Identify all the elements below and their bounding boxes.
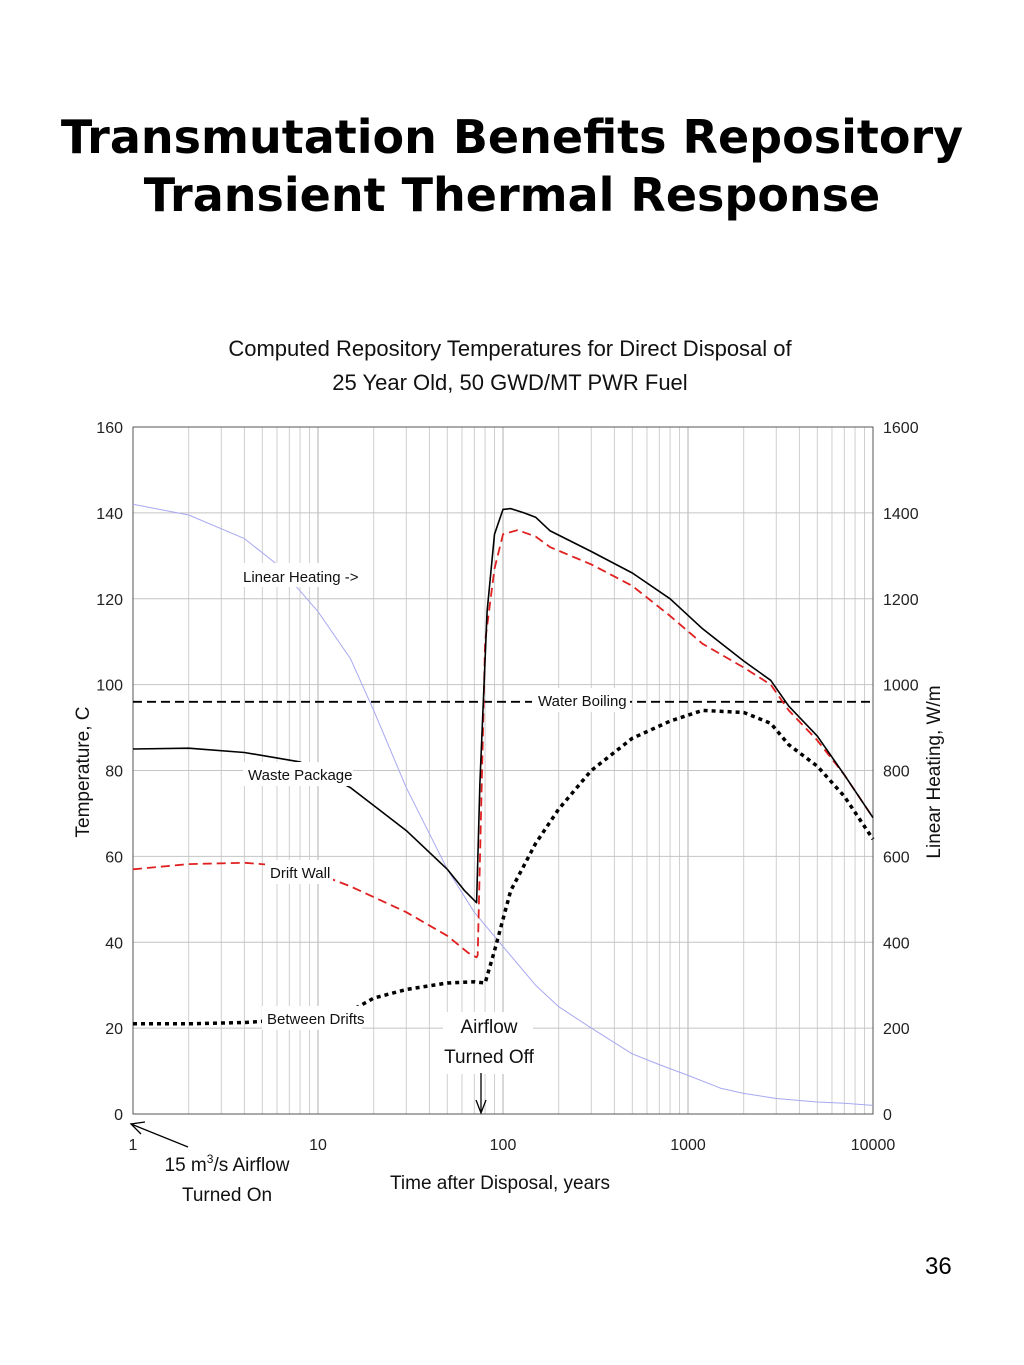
label-waste-package: Waste Package <box>243 762 353 786</box>
slide-title-line-2: Transient Thermal Response <box>143 168 881 222</box>
label-drift-wall: Drift Wall <box>265 860 333 884</box>
y2-tick-label: 1600 <box>883 420 919 437</box>
y2-axis-label: Linear Heating, W/m <box>924 685 945 858</box>
label-linear-heating: Linear Heating -> <box>237 563 359 587</box>
y-tick-label: 0 <box>114 1107 123 1124</box>
y-tick-label: 60 <box>105 849 123 866</box>
y2-tick-label: 400 <box>883 935 910 952</box>
slide-page-number: 36 <box>925 1253 952 1280</box>
series-linear-heating-line <box>132 503 874 1106</box>
y2-tick-label: 1200 <box>883 592 919 609</box>
label-between-drifts: Between Drifts <box>262 1006 365 1030</box>
chart-title-line-2: 25 Year Old, 50 GWD/MT PWR Fuel <box>332 370 687 395</box>
y-tick-label: 20 <box>105 1021 123 1038</box>
label-water-boiling-text: Water Boiling <box>538 693 627 710</box>
series-waste-package-line <box>132 507 874 904</box>
y-tick-label: 100 <box>96 678 123 695</box>
label-linear-heating-text: Linear Heating -> <box>243 569 359 586</box>
chart-ticks: 0204060801001201401600200400600800100012… <box>96 420 918 1154</box>
annotation-airflow-on-line-2: Turned On <box>182 1185 272 1206</box>
label-waste-package-text: Waste Package <box>248 767 353 784</box>
y-axis-label: Temperature, C <box>73 707 94 838</box>
y2-tick-label: 200 <box>883 1021 910 1038</box>
annotation-airflow-off-line-2: Turned Off <box>444 1047 534 1068</box>
x-tick-label: 10000 <box>851 1137 896 1154</box>
y-tick-label: 140 <box>96 506 123 523</box>
label-water-boiling: Water Boiling <box>532 688 630 712</box>
y2-tick-label: 600 <box>883 849 910 866</box>
annotation-airflow-off: Airflow Turned Off <box>443 1012 535 1115</box>
y2-tick-label: 800 <box>883 764 910 781</box>
chart-title-line-1: Computed Repository Temperatures for Dir… <box>228 336 792 361</box>
slide-title: Transmutation Benefits Repository Transi… <box>0 108 1024 224</box>
plot-area-frame <box>132 426 874 1115</box>
series-drift-wall-line <box>132 529 874 959</box>
y2-tick-label: 0 <box>883 1107 892 1124</box>
y-tick-label: 40 <box>105 935 123 952</box>
annotation-airflow-on-arrow <box>130 1123 189 1148</box>
y2-tick-label: 1000 <box>883 678 919 695</box>
annotation-airflow-on-superscript: 3 <box>207 1152 214 1166</box>
x-tick-label: 1000 <box>670 1137 706 1154</box>
x-tick-label: 100 <box>490 1137 517 1154</box>
annotation-airflow-off-line-1: Airflow <box>460 1017 517 1038</box>
y-tick-label: 120 <box>96 592 123 609</box>
y-tick-label: 160 <box>96 420 123 437</box>
slide-title-line-1: Transmutation Benefits Repository <box>60 110 964 164</box>
annotation-airflow-on-text-a: 15 m <box>165 1155 207 1176</box>
label-drift-wall-text: Drift Wall <box>270 865 330 882</box>
annotation-airflow-on-text-b: /s Airflow <box>213 1155 289 1176</box>
label-between-drifts-text: Between Drifts <box>267 1011 365 1028</box>
annotation-airflow-off-arrowhead <box>475 1099 487 1115</box>
x-axis-label: Time after Disposal, years <box>390 1173 610 1194</box>
annotation-airflow-on-arrowhead <box>129 1121 146 1135</box>
x-tick-label: 10 <box>309 1137 327 1154</box>
annotation-airflow-on: 15 m3/s Airflow Turned On <box>129 1121 290 1206</box>
y2-tick-label: 1400 <box>883 506 919 523</box>
x-tick-label: 1 <box>129 1137 138 1154</box>
y-tick-label: 80 <box>105 764 123 781</box>
annotation-airflow-on-line-1: 15 m3/s Airflow <box>165 1152 290 1176</box>
